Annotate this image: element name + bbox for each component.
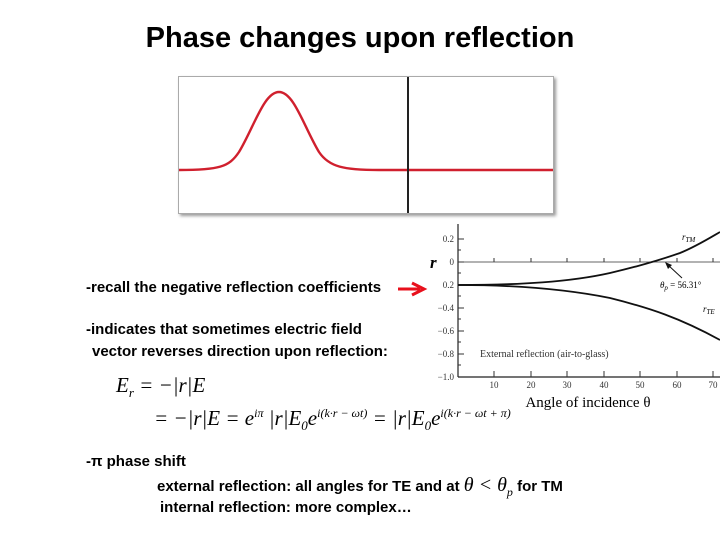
y-ticks [458, 238, 464, 366]
pulse-figure [178, 76, 554, 214]
theta-sub-p: p [506, 485, 513, 499]
eq2-d: = |r|E [372, 406, 425, 430]
eq2-a-sup: iπ [254, 406, 264, 420]
gaussian-pulse-plot [178, 77, 553, 213]
pulse-curve [178, 90, 553, 172]
eq1-rhs: = −|r|E [139, 373, 206, 397]
bullet-negative-coefficients: -recall the negative reflection coeffici… [86, 279, 382, 296]
y-axis-label: r [430, 253, 437, 272]
svg-text:60: 60 [673, 380, 683, 390]
rtm-curve [457, 231, 720, 286]
svg-text:0: 0 [450, 257, 455, 267]
svg-text:0.2: 0.2 [443, 280, 454, 290]
brewster-pointer [667, 264, 683, 279]
brewster-condition: θ < θp [463, 474, 513, 499]
eq2-e: e [431, 406, 441, 430]
eq2-c: e [307, 406, 318, 430]
eq2-d-sub: 0 [424, 418, 432, 434]
eq2-e-sup: i(k·r − ωt + π) [440, 406, 511, 420]
svg-text:−1.0: −1.0 [438, 372, 455, 382]
svg-text:70: 70 [709, 380, 719, 390]
svg-text:−0.4: −0.4 [438, 303, 455, 313]
rte-label: rTE [703, 304, 715, 316]
eq1-lhs-sub: r [128, 385, 134, 401]
svg-text:−0.6: −0.6 [438, 326, 455, 336]
x-tick-labels: 10 20 30 40 50 60 70 [490, 380, 719, 390]
svg-text:0.2: 0.2 [443, 234, 454, 244]
bullet-reverses-line2: vector reverses direction upon reflectio… [92, 343, 388, 360]
for-tm-text: for TM [517, 478, 563, 495]
external-reflection-text: external reflection: all angles for TE a… [157, 478, 460, 495]
eq1-lhs: E [116, 373, 129, 397]
brewster-label: θp = 56.31° [660, 280, 702, 292]
red-arrow-icon [398, 281, 428, 297]
svg-text:−0.8: −0.8 [438, 349, 455, 359]
eq2-a: = −|r|E = e [154, 406, 255, 430]
svg-text:40: 40 [600, 380, 610, 390]
bullet-external-reflection: external reflection: all angles for TE a… [157, 474, 563, 500]
chart-annotation: External reflection (air-to-glass) [480, 349, 609, 360]
bullet-pi-phase-shift: -π phase shift [86, 453, 186, 470]
eq2-b: |r|E [268, 406, 302, 430]
bullet-reverses-line1: -indicates that sometimes electric field [86, 321, 362, 338]
rte-curve [457, 284, 720, 341]
y-tick-labels: 0.2 0 0.2 −0.4 −0.6 −0.8 −1.0 [438, 234, 455, 382]
eq2-c-sup: i(k·r − ωt) [317, 406, 368, 420]
eq2-b-sub: 0 [301, 418, 308, 434]
slide-title: Phase changes upon reflection [145, 22, 575, 54]
x-axis-label: Angle of incidence θ [525, 395, 650, 411]
brewster-arrowhead-icon [665, 262, 672, 269]
bullet-internal-reflection: internal reflection: more complex… [160, 499, 412, 516]
reflection-coefficient-chart: 0.2 0 0.2 −0.4 −0.6 −0.8 −1.0 10 20 30 40 50 60 70… [430, 224, 720, 411]
x-ticks [493, 258, 714, 377]
theta-less-theta: θ < θ [463, 474, 507, 496]
svg-text:10: 10 [490, 380, 500, 390]
equation-line-1: Er = −|r|E [116, 373, 205, 401]
equation-line-2: = −|r|E = eiπ |r|E0ei(k·r − ωt) = |r|E0e… [154, 406, 511, 434]
rtm-label: rTM [682, 232, 696, 244]
svg-text:20: 20 [527, 380, 537, 390]
svg-text:30: 30 [563, 380, 573, 390]
svg-text:50: 50 [636, 380, 646, 390]
